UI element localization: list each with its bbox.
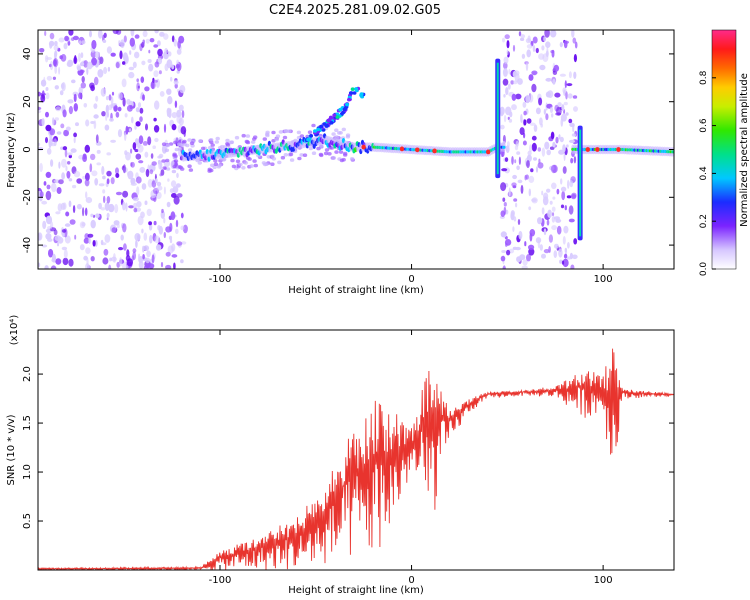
snr-y-tick-label: 2.0 xyxy=(22,366,33,382)
snr-x-label: Height of straight line (km) xyxy=(288,585,424,596)
colorbar-tick-label: 0.4 xyxy=(699,166,709,181)
spectrogram-x-label: Height of straight line (km) xyxy=(288,285,424,296)
branch-trace xyxy=(304,86,366,143)
noise-region-0 xyxy=(38,30,188,269)
snr-panel: -100 0 100 0.5 1.0 1.5 2.0 (x10⁴) Height of st… xyxy=(6,315,675,596)
noise-region-1 xyxy=(499,30,578,269)
spectrogram-y-tick-label: 0 xyxy=(22,146,33,152)
main-trace xyxy=(181,133,674,162)
colorbar-tick-label: 0.8 xyxy=(699,70,709,85)
colorbar-label: Normalized spectral amplitude xyxy=(739,73,750,227)
spectrogram-x-tick-label: 0 xyxy=(408,274,414,285)
spectrogram-y-tick-label: -40 xyxy=(22,237,33,253)
snr-x-tick-label: 100 xyxy=(594,575,613,586)
snr-frame xyxy=(37,329,675,571)
spectrogram-y-tick-label: 20 xyxy=(22,95,33,108)
vertical-streak-1 xyxy=(577,125,583,241)
colorbar-gradient xyxy=(711,29,737,270)
snr-y-tick-label: 1.0 xyxy=(22,464,33,480)
spectrogram-x-tick-label: 100 xyxy=(594,274,613,285)
spectrogram-y-label: Frequency (Hz) xyxy=(6,112,17,188)
snr-y-tick-label: 0.5 xyxy=(22,513,33,529)
spectrogram-y-tick-label: 40 xyxy=(22,48,33,61)
vertical-streak-0 xyxy=(495,58,501,179)
colorbar-tick-label: 0.0 xyxy=(699,262,709,277)
snr-x-tick-label: 0 xyxy=(408,575,414,586)
snr-x-tick-label: -100 xyxy=(209,575,232,586)
spectrogram-x-tick-label: -100 xyxy=(209,274,232,285)
colorbar: 0.0 0.2 0.4 0.6 0.8 Normalized spectral ampl… xyxy=(699,29,750,277)
figure-title: C2E4.2025.281.09.02.G05 xyxy=(269,3,441,18)
spectrogram-panel: -100 0 100 -40 -20 0 20 40 Height of straight l… xyxy=(6,29,675,296)
snr-y-label: SNR (10 * v/v) xyxy=(6,414,17,485)
spectrogram-y-tick-label: -20 xyxy=(22,189,33,205)
colorbar-tick-label: 0.2 xyxy=(699,214,709,228)
snr-y-tick-label: 1.5 xyxy=(22,415,33,431)
colorbar-tick-label: 0.6 xyxy=(699,118,709,133)
snr-scale-label: (x10⁴) xyxy=(9,315,20,346)
